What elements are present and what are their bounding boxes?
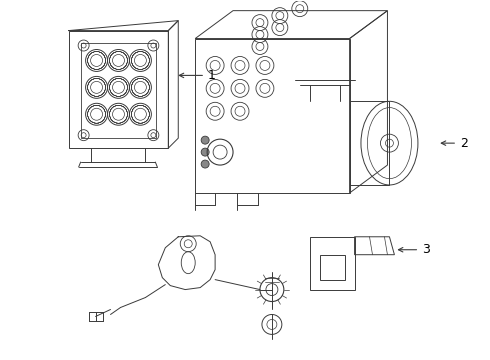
Circle shape <box>201 148 209 156</box>
Circle shape <box>201 136 209 144</box>
Text: 3: 3 <box>422 243 430 256</box>
Text: 1: 1 <box>208 69 216 82</box>
Circle shape <box>201 160 209 168</box>
Text: 2: 2 <box>460 137 468 150</box>
